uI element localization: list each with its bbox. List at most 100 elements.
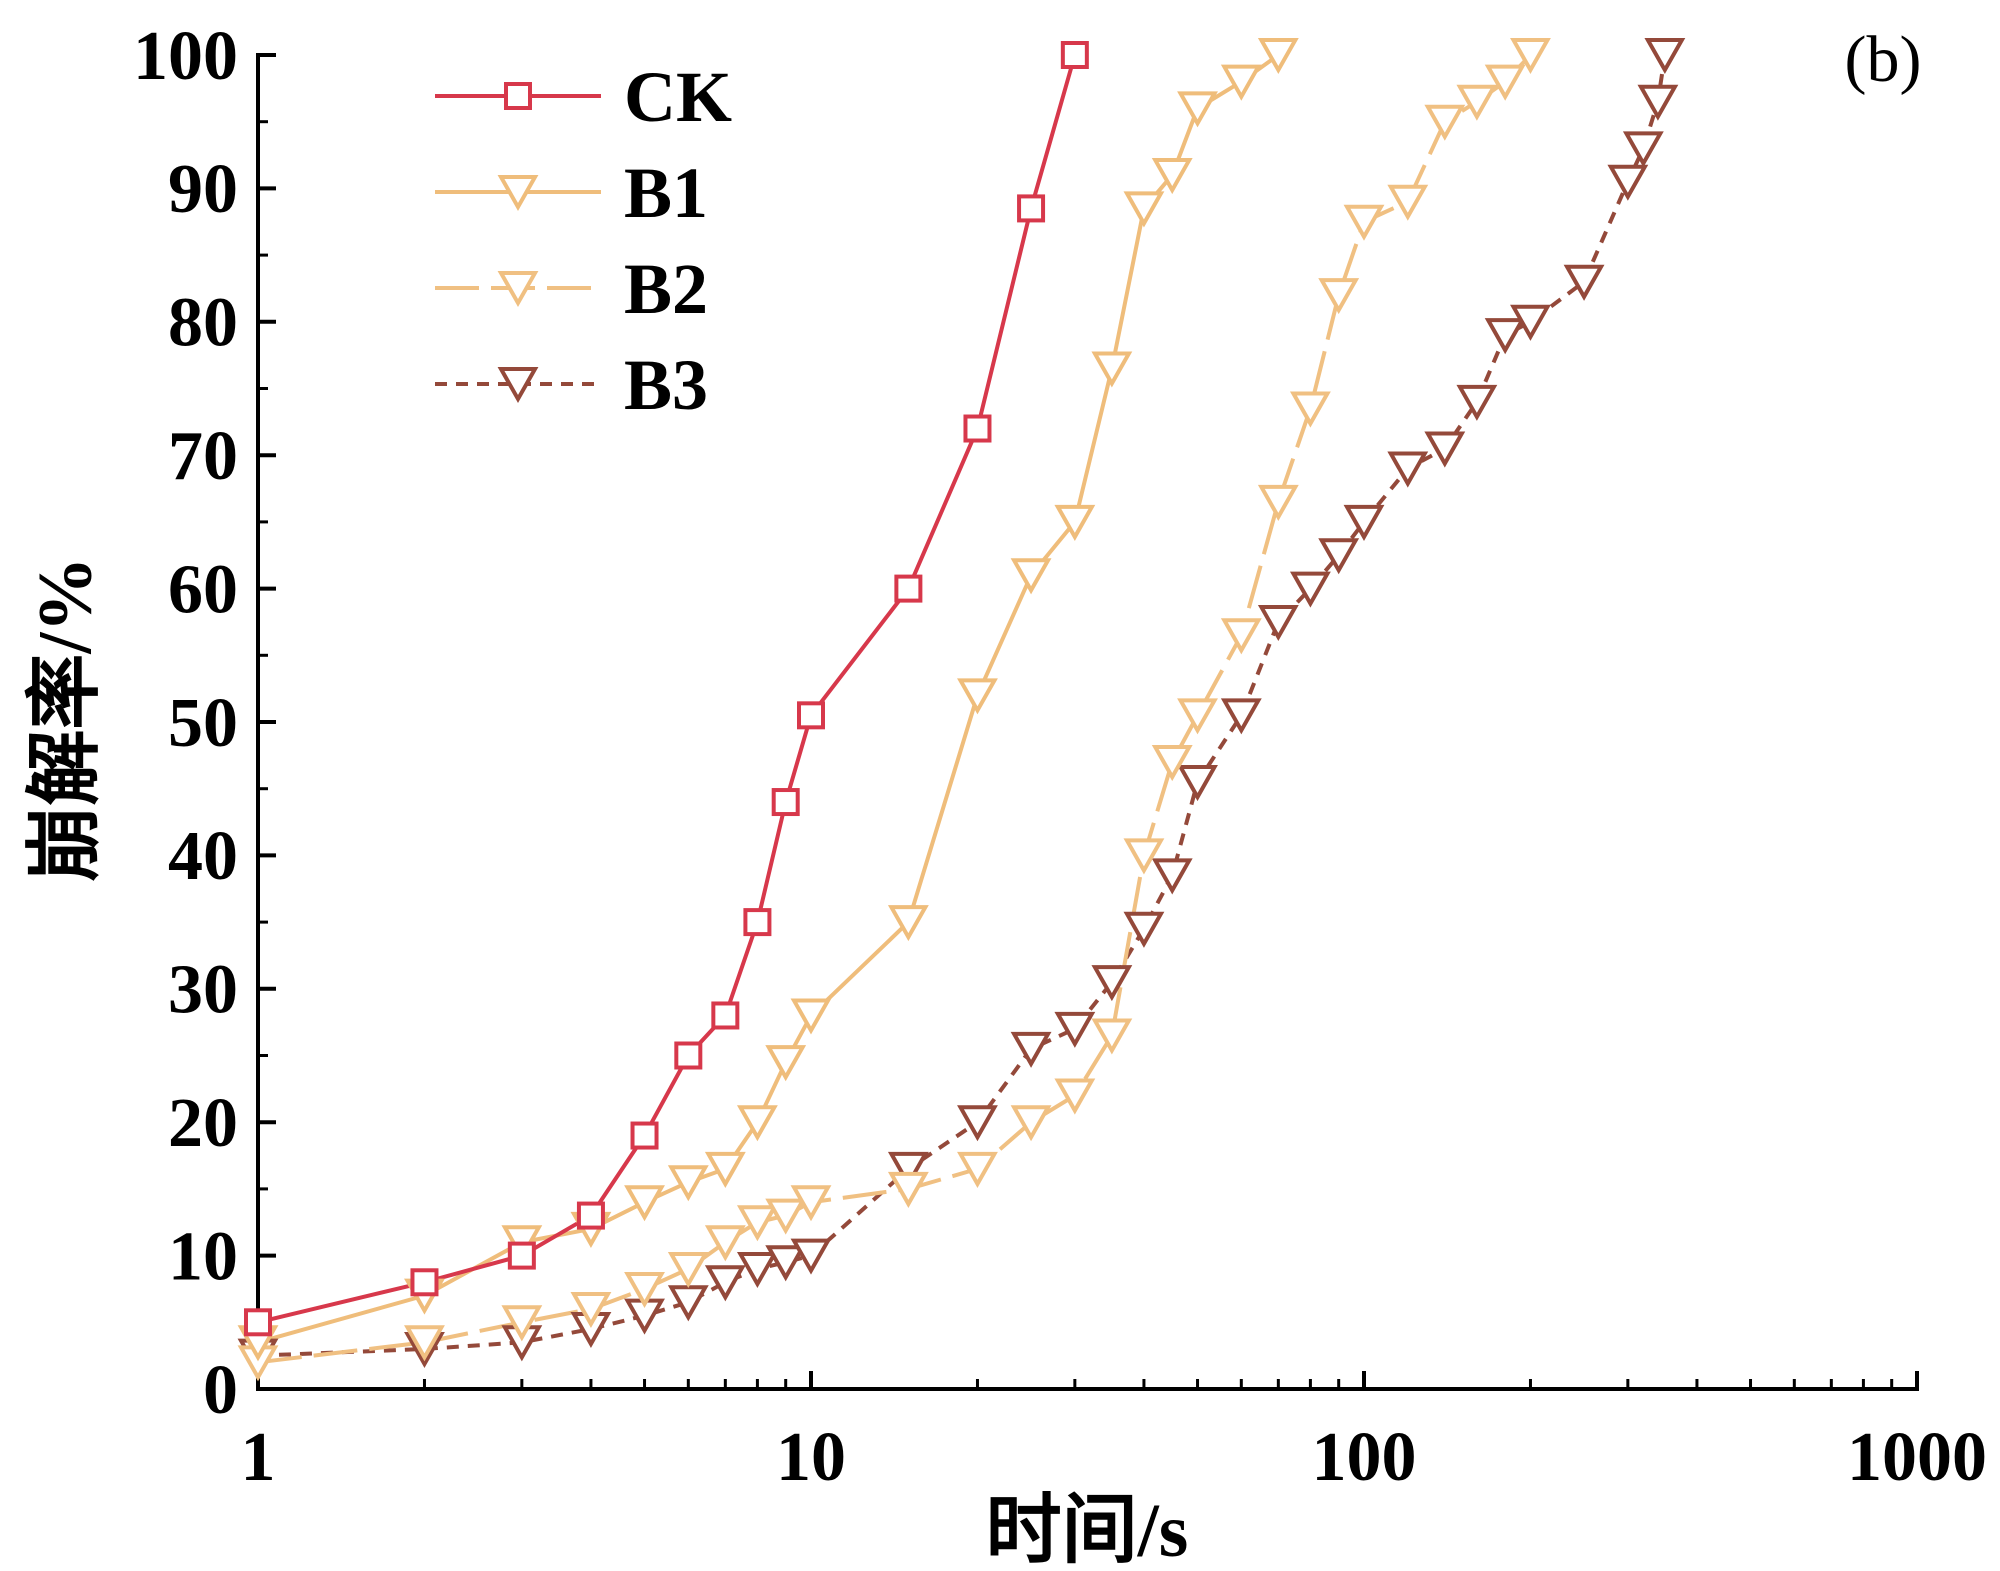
marker-B3-32 xyxy=(1644,38,1686,75)
y-axis-title: 崩解率/% xyxy=(24,556,108,881)
legend-marker xyxy=(497,271,539,308)
marker-B2-3 xyxy=(570,1291,612,1329)
marker-B1-8 xyxy=(765,1045,807,1082)
legend-entry-B3: B3 xyxy=(435,345,708,425)
marker-B2-4 xyxy=(624,1271,665,1309)
marker-B3-16 xyxy=(1151,858,1193,895)
marker-B1-5 xyxy=(667,1165,709,1202)
marker-B1-11 xyxy=(957,678,998,715)
marker-CK-11 xyxy=(963,414,992,443)
x-tick-label: 1 xyxy=(241,1419,276,1496)
marker-B3-13 xyxy=(1054,1011,1096,1048)
marker-B2-6 xyxy=(704,1225,746,1262)
panel-label: (b) xyxy=(1845,23,1922,96)
marker-B1-19 xyxy=(1257,38,1299,75)
marker-B2-26 xyxy=(1484,64,1526,101)
x-tick-label: 1000 xyxy=(1847,1419,1987,1496)
marker-B3-31 xyxy=(1637,84,1679,121)
legend-label: B3 xyxy=(624,345,708,425)
legend: CK B1 B2 B3 xyxy=(435,57,732,425)
marker-CK-5 xyxy=(674,1041,703,1070)
marker-CK-2 xyxy=(507,1241,536,1270)
marker-CK-8 xyxy=(771,788,800,817)
marker-B2-16 xyxy=(1151,745,1193,782)
marker-B2-1 xyxy=(404,1325,445,1362)
series-line-B3 xyxy=(257,54,1667,1358)
series-lines xyxy=(257,53,1667,1365)
legend-entry-B2: B2 xyxy=(435,249,708,329)
marker-CK-6 xyxy=(711,1001,740,1030)
series-markers-CK xyxy=(244,41,1089,1337)
marker-B2-9 xyxy=(790,1185,832,1222)
marker-CK-7 xyxy=(743,908,772,937)
marker-B1-4 xyxy=(624,1185,665,1222)
marker-CK-13 xyxy=(1060,41,1089,69)
marker-B2-27 xyxy=(1510,38,1551,75)
marker-B1-7 xyxy=(736,1105,778,1142)
marker-B2-25 xyxy=(1456,84,1498,121)
y-tick-label: 60 xyxy=(168,551,238,628)
marker-B3-8 xyxy=(765,1245,807,1282)
marker-B3-18 xyxy=(1220,698,1262,735)
y-tick-label: 20 xyxy=(168,1085,238,1162)
marker-B2-2 xyxy=(501,1305,543,1342)
marker-B1-16 xyxy=(1151,158,1193,195)
y-tick-label: 90 xyxy=(168,151,238,228)
marker-B3-5 xyxy=(667,1285,709,1322)
marker-B2-15 xyxy=(1123,838,1165,875)
marker-B3-20 xyxy=(1289,571,1331,608)
marker-CK-0 xyxy=(244,1308,272,1337)
legend-marker xyxy=(497,175,539,212)
marker-B3-23 xyxy=(1387,451,1429,488)
marker-B2-10 xyxy=(887,1171,929,1208)
marker-CK-3 xyxy=(576,1201,605,1230)
marker-B3-24 xyxy=(1424,431,1466,468)
marker-B3-21 xyxy=(1318,538,1360,575)
y-tick-label: 10 xyxy=(168,1218,238,1295)
y-tick-label: 100 xyxy=(133,18,238,95)
marker-B2-14 xyxy=(1091,1018,1133,1055)
marker-B1-6 xyxy=(704,1151,746,1188)
legend-label: B1 xyxy=(624,153,708,233)
x-axis-title: 时间/s xyxy=(986,1489,1189,1571)
marker-B3-9 xyxy=(790,1238,832,1275)
marker-B3-15 xyxy=(1123,911,1165,948)
y-tick-label: 50 xyxy=(168,685,238,762)
marker-B1-17 xyxy=(1177,91,1218,128)
marker-B3-30 xyxy=(1622,131,1664,168)
marker-B3-12 xyxy=(1010,1031,1052,1068)
series-markers xyxy=(237,38,1686,1382)
marker-B2-23 xyxy=(1387,184,1429,221)
legend-label: B2 xyxy=(624,249,708,329)
series-line-B1 xyxy=(257,53,1280,1345)
series-markers-B3 xyxy=(237,38,1686,1375)
marker-B3-25 xyxy=(1456,384,1498,421)
marker-B3-10 xyxy=(887,1151,929,1188)
marker-CK-4 xyxy=(630,1121,659,1150)
marker-B2-7 xyxy=(736,1205,778,1242)
marker-B1-18 xyxy=(1220,64,1262,101)
y-tick-label: 70 xyxy=(168,418,238,495)
marker-CK-12 xyxy=(1017,194,1046,223)
marker-B2-5 xyxy=(667,1251,709,1288)
marker-B2-22 xyxy=(1343,204,1385,241)
marker-B1-10 xyxy=(887,905,929,942)
y-tick-label: 0 xyxy=(203,1352,238,1429)
marker-B2-11 xyxy=(957,1151,998,1188)
marker-B2-8 xyxy=(765,1198,807,1235)
marker-B1-12 xyxy=(1010,558,1052,595)
marker-B3-14 xyxy=(1091,965,1133,1002)
legend-entry-B1: B1 xyxy=(435,153,708,233)
series-line-B2 xyxy=(257,53,1532,1365)
marker-B3-6 xyxy=(704,1265,746,1302)
marker-B2-13 xyxy=(1054,1078,1096,1115)
marker-B3-26 xyxy=(1484,318,1526,355)
marker-B2-18 xyxy=(1220,618,1262,655)
marker-B1-15 xyxy=(1123,191,1165,228)
series-markers-B2 xyxy=(237,38,1551,1382)
marker-CK-1 xyxy=(410,1268,439,1297)
marker-B3-7 xyxy=(736,1251,778,1288)
marker-B3-22 xyxy=(1343,504,1385,541)
